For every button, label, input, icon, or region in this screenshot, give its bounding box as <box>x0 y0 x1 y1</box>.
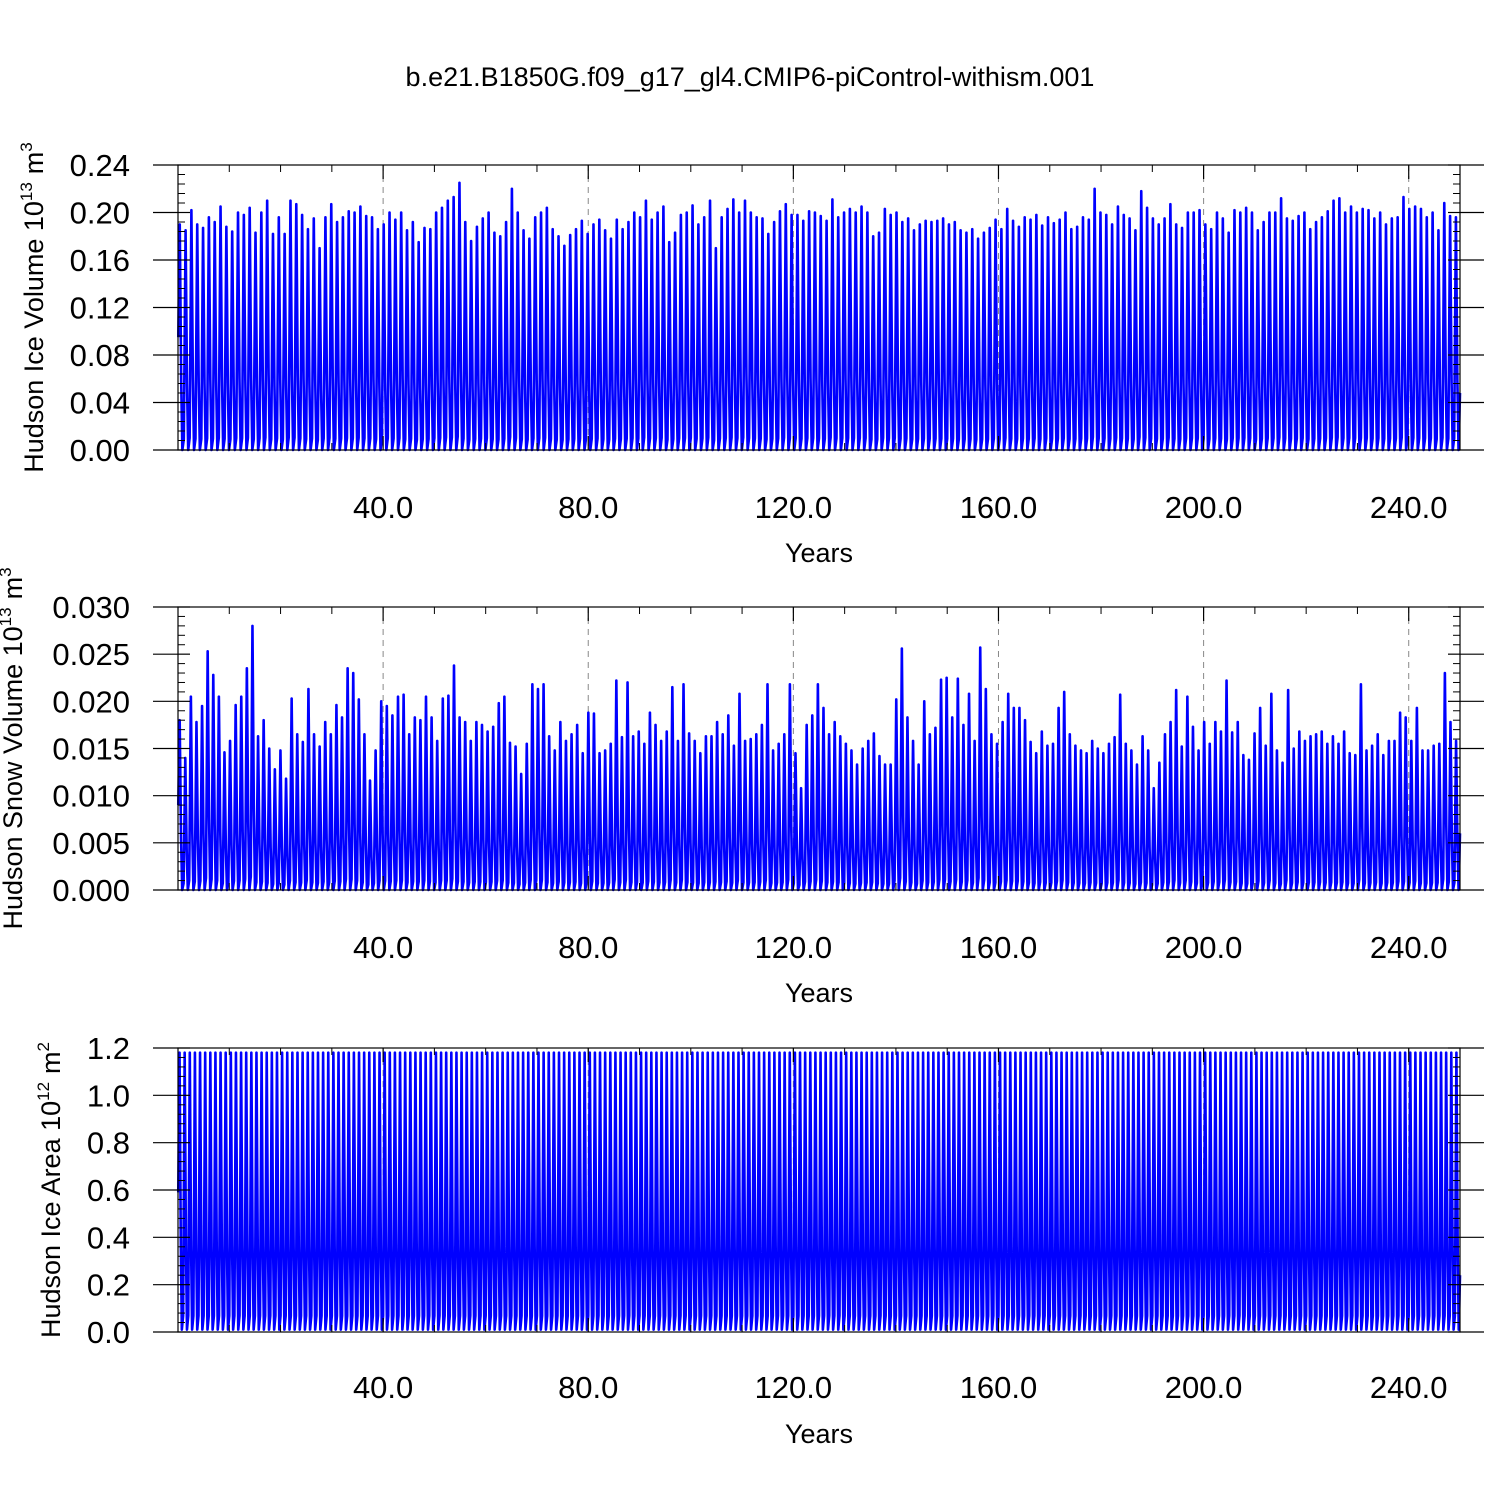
y-tick-label: 0.6 <box>87 1173 130 1208</box>
y-tick-label: 0.08 <box>70 338 130 373</box>
y-axis-label: Hudson Snow Volume 1013m3 <box>0 567 28 929</box>
x-tick-label: 80.0 <box>558 490 618 525</box>
y-tick-label: 0.2 <box>87 1268 130 1303</box>
x-tick-label: 80.0 <box>558 930 618 965</box>
x-tick-label: 120.0 <box>755 1370 833 1405</box>
y-tick-label: 0.025 <box>52 637 130 672</box>
data-series-line <box>176 624 1462 892</box>
y-tick-label: 0.005 <box>52 826 130 861</box>
y-tick-label: 0.4 <box>87 1220 130 1255</box>
y-tick-label: 0.24 <box>70 148 130 183</box>
y-tick-label: 0.030 <box>52 590 130 625</box>
x-tick-label: 40.0 <box>353 1370 413 1405</box>
x-tick-label: 240.0 <box>1370 1370 1448 1405</box>
y-tick-label: 0.015 <box>52 732 130 767</box>
x-tick-label: 240.0 <box>1370 490 1448 525</box>
data-series-line <box>176 181 1462 452</box>
x-axis-label: Years <box>785 978 853 1008</box>
y-tick-label: 0.000 <box>52 873 130 908</box>
y-tick-label: 0.12 <box>70 291 130 326</box>
x-tick-label: 160.0 <box>960 930 1038 965</box>
y-tick-label: 0.020 <box>52 684 130 719</box>
x-axis-label: Years <box>785 1419 853 1449</box>
y-tick-label: 0.16 <box>70 243 130 278</box>
y-axis-label: Hudson Ice Area 1012m2 <box>34 1042 66 1338</box>
y-tick-label: 1.0 <box>87 1078 130 1113</box>
chart-panel-2: 40.0 80.0 120.0 160.0 200.0 240.0 0.000 0.005 0.… <box>0 567 1484 1008</box>
x-tick-label: 120.0 <box>755 930 833 965</box>
x-tick-label: 160.0 <box>960 490 1038 525</box>
x-tick-label: 120.0 <box>755 490 833 525</box>
y-tick-label: 0.010 <box>52 779 130 814</box>
x-tick-label: 200.0 <box>1165 490 1243 525</box>
y-tick-label: 0.8 <box>87 1126 130 1161</box>
x-tick-label: 160.0 <box>960 1370 1038 1405</box>
data-series-line <box>176 1051 1462 1331</box>
x-tick-label: 200.0 <box>1165 930 1243 965</box>
y-tick-label: 0.00 <box>70 433 130 468</box>
x-tick-label: 200.0 <box>1165 1370 1243 1405</box>
x-tick-label: 40.0 <box>353 930 413 965</box>
x-axis-label: Years <box>785 538 853 568</box>
x-tick-label: 40.0 <box>353 490 413 525</box>
y-tick-label: 0.20 <box>70 196 130 231</box>
chart-panel-3: 40.0 80.0 120.0 160.0 200.0 240.0 0.0 0.2 0.4 0.6… <box>34 1031 1484 1449</box>
y-tick-label: 0.0 <box>87 1315 130 1350</box>
y-tick-label: 0.04 <box>70 386 130 421</box>
y-axis-label: Hudson Ice Volume 1013m3 <box>17 142 49 473</box>
figure-title: b.e21.B1850G.f09_g17_gl4.CMIP6-piControl… <box>405 62 1095 92</box>
x-tick-label: 80.0 <box>558 1370 618 1405</box>
y-tick-label: 1.2 <box>87 1031 130 1066</box>
x-tick-label: 240.0 <box>1370 930 1448 965</box>
chart-panel-1: 40.0 80.0 120.0 160.0 200.0 240.0 0.00 0.04 0.08… <box>17 142 1484 568</box>
